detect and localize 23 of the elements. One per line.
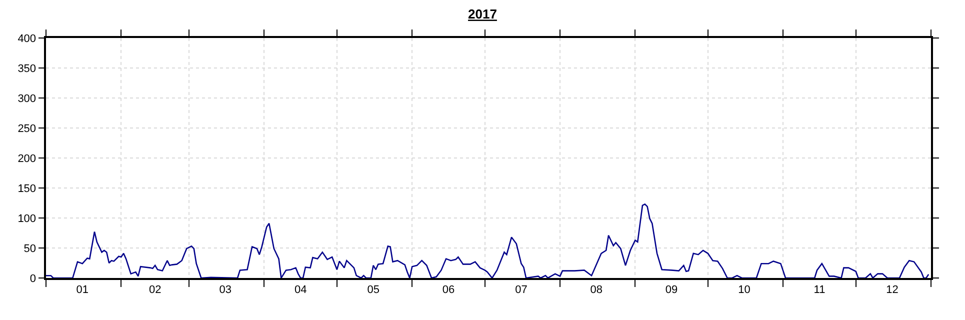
y-tick-label: 400 [18, 32, 36, 45]
y-tick-label: 250 [18, 122, 36, 135]
y-tick-label: 50 [24, 242, 36, 255]
x-tick-label: 07 [515, 284, 528, 296]
x-tick-label: 05 [367, 284, 380, 296]
y-tick-label: 300 [18, 92, 36, 105]
x-tick-label: 11 [814, 284, 826, 296]
x-tick-label: 10 [738, 284, 750, 296]
x-tick-label: 01 [76, 284, 88, 296]
y-tick-label: 200 [18, 152, 36, 165]
x-tick-label: 04 [294, 284, 307, 296]
y-tick-label: 150 [18, 182, 36, 195]
line-series [46, 204, 930, 278]
x-tick-label: 02 [148, 284, 162, 296]
y-tick-label: 350 [18, 62, 36, 75]
chart-title: 2017 [468, 6, 497, 22]
y-tick-label: 100 [18, 212, 36, 225]
x-tick-label: 08 [590, 284, 603, 296]
x-tick-label: 06 [442, 284, 455, 296]
x-tick-label: 03 [219, 284, 232, 296]
x-tick-label: 12 [886, 284, 898, 296]
x-tick-label: 09 [665, 284, 678, 296]
y-tick-label: 0 [30, 272, 36, 285]
